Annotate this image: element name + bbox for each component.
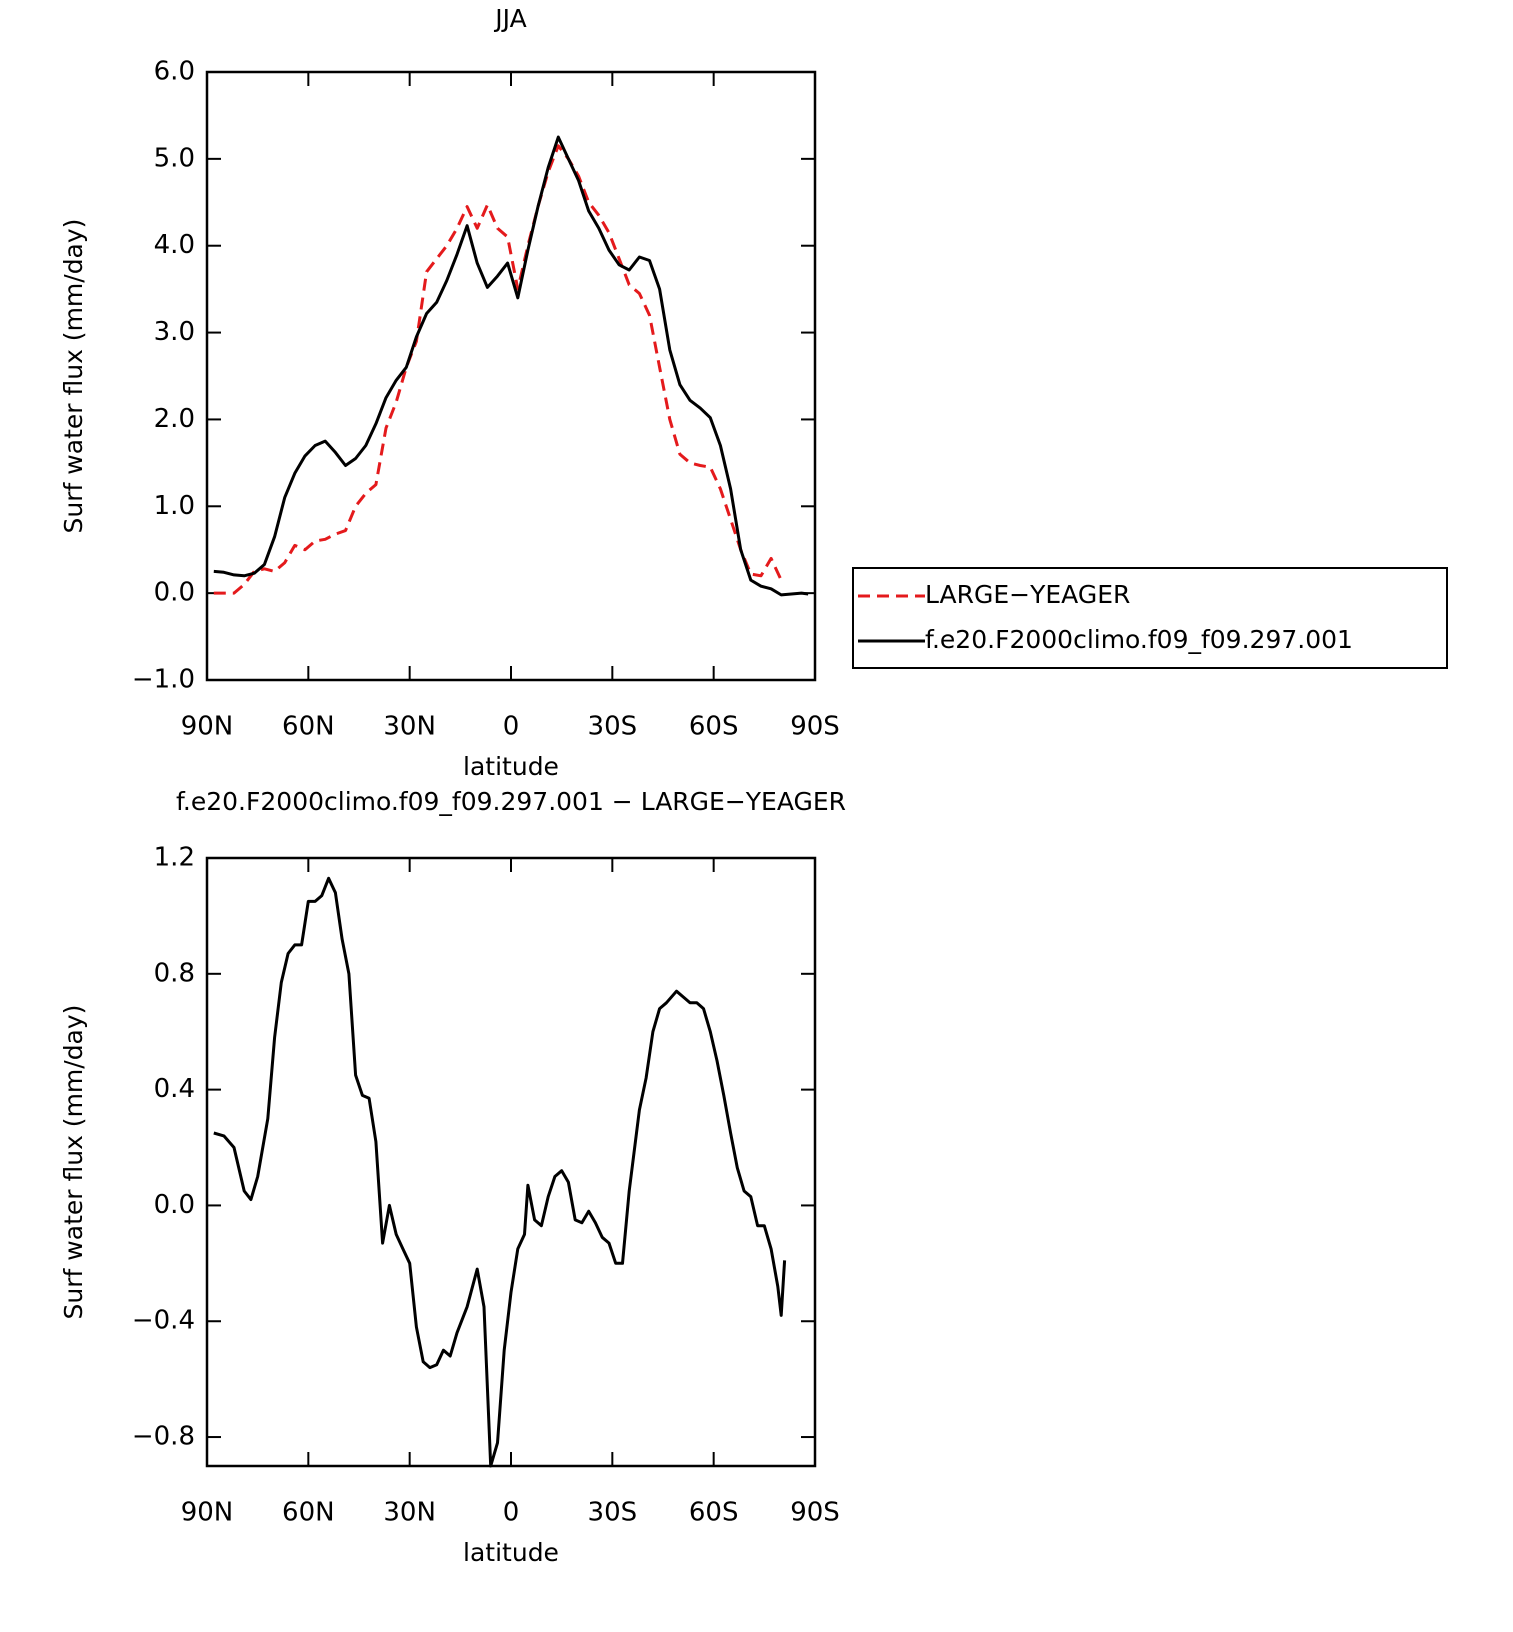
y-tick-label: −0.8 (132, 1422, 195, 1452)
y-tick-label: 0.0 (154, 1190, 195, 1220)
x-tick-label: 0 (503, 712, 520, 742)
y-tick-label: 4.0 (154, 230, 195, 260)
y-tick-label: 1.0 (154, 491, 195, 521)
plot-frame (205, 70, 817, 682)
legend-box (852, 567, 1448, 669)
legend-text: f.e20.F2000climo.f09_f09.297.001 (925, 625, 1353, 654)
y-tick-label: 0.8 (154, 958, 195, 988)
y-tick-label: −0.4 (132, 1306, 195, 1336)
y-tick-label: 3.0 (154, 317, 195, 347)
x-tick-label: 60N (282, 712, 335, 742)
y-tick-label: 0.0 (154, 578, 195, 608)
chart-title: f.e20.F2000climo.f09_f09.297.001 − LARGE… (176, 787, 846, 816)
data-line (213, 144, 783, 595)
y-tick-label: 6.0 (154, 57, 195, 87)
x-tick-label: 0 (503, 1498, 520, 1528)
legend-text: LARGE−YEAGER (925, 580, 1130, 609)
x-tick-label: 90N (181, 1498, 234, 1528)
x-tick-label: 90S (790, 712, 840, 742)
x-axis-title: latitude (463, 1538, 559, 1567)
chart-title: JJA (493, 4, 526, 33)
x-tick-label: 30N (383, 712, 436, 742)
y-tick-label: 0.4 (154, 1074, 195, 1104)
x-tick-label: 60N (282, 1498, 335, 1528)
plot-frame (205, 856, 817, 1468)
y-tick-label: 2.0 (154, 404, 195, 434)
y-tick-label: 1.2 (154, 843, 195, 873)
y-tick-label: 5.0 (154, 143, 195, 173)
data-line (213, 135, 809, 597)
x-tick-label: 30S (588, 1498, 638, 1528)
x-tick-label: 30N (383, 1498, 436, 1528)
x-tick-label: 30S (588, 712, 638, 742)
x-tick-label: 60S (689, 712, 739, 742)
x-axis-title: latitude (463, 752, 559, 781)
y-tick-label: −1.0 (132, 665, 195, 695)
y-axis-title: Surf water flux (mm/day) (59, 1005, 88, 1320)
x-tick-label: 90N (181, 712, 234, 742)
x-tick-label: 90S (790, 1498, 840, 1528)
data-line (213, 876, 787, 1468)
y-axis-title: Surf water flux (mm/day) (59, 219, 88, 534)
x-tick-label: 60S (689, 1498, 739, 1528)
